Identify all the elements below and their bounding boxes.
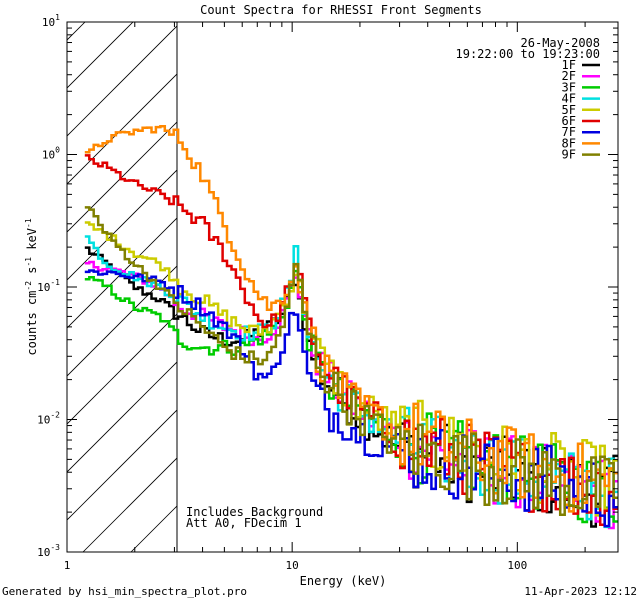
y-tick-exponent: 0 — [55, 146, 60, 155]
y-label-part3: keV — [25, 228, 39, 257]
y-tick-label: 10-2 — [37, 411, 60, 427]
legend-label-1f: 1F — [562, 58, 576, 72]
date-label: 26-May-2008 — [521, 36, 600, 50]
y-label-sup1: -2 — [24, 281, 33, 291]
y-tick-base: 10 — [42, 149, 55, 162]
hatch-line — [67, 313, 177, 425]
legend-label-2f: 2F — [562, 69, 576, 83]
x-tick-label: 100 — [507, 559, 527, 572]
y-label-sup3: -1 — [24, 218, 33, 228]
legend-label-6f: 6F — [562, 114, 576, 128]
legend-label-7f: 7F — [562, 125, 576, 139]
hatch-line — [67, 22, 134, 89]
x-axis-label: Energy (keV) — [300, 574, 387, 588]
hatch-line — [67, 217, 177, 329]
footer-generator: Generated by hsi_min_spectra_plot.pro — [2, 585, 247, 598]
hatch-line — [82, 457, 177, 552]
chart-title: Count Spectra for RHESSI Front Segments — [200, 3, 482, 17]
hatch-line — [67, 361, 177, 473]
hatch-line — [67, 25, 177, 137]
y-tick-exponent: 1 — [55, 13, 60, 22]
y-tick-label: 101 — [42, 13, 60, 29]
y-tick-label: 10-3 — [37, 543, 60, 559]
footer-timestamp: 11-Apr-2023 12:12 — [524, 585, 637, 598]
hatch-line — [67, 265, 177, 377]
y-tick-label: 10-1 — [37, 278, 60, 294]
y-tick-exponent: -2 — [50, 411, 60, 420]
background-note: Includes Background — [186, 505, 323, 519]
y-tick-exponent: -3 — [50, 543, 60, 552]
y-tick-base: 10 — [42, 16, 55, 29]
hatch-line — [67, 409, 177, 521]
y-axis-label: counts cm-2 s-1 keV-1 — [24, 218, 39, 355]
hatch-line — [67, 169, 177, 281]
series-line-9f — [84, 206, 618, 516]
legend-label-5f: 5F — [562, 103, 576, 117]
series-line-8f — [84, 125, 618, 513]
x-tick-label: 10 — [286, 559, 299, 572]
y-tick-label: 100 — [42, 146, 60, 162]
y-tick-base: 10 — [37, 281, 50, 294]
y-tick-exponent: -1 — [50, 278, 60, 287]
excluded-region-hatch — [67, 22, 177, 552]
attenuator-note: Att A0, FDecim 1 — [186, 516, 302, 530]
x-tick-label: 1 — [64, 559, 71, 572]
hatch-line — [67, 73, 177, 185]
legend-label-3f: 3F — [562, 80, 576, 94]
legend-label-9f: 9F — [562, 148, 576, 162]
x-axis: 1 10 100 — [64, 22, 586, 572]
y-label-part2: s — [25, 267, 39, 281]
y-label-part1: counts cm — [25, 291, 39, 356]
y-tick-base: 10 — [37, 414, 50, 427]
hatch-line — [67, 22, 86, 41]
legend-label-4f: 4F — [562, 92, 576, 106]
series-layer — [84, 125, 618, 530]
time-range-label: 19:22:00 to 19:23:00 — [456, 47, 601, 61]
y-label-sup2: -1 — [24, 257, 33, 267]
legend-label-8f: 8F — [562, 136, 576, 150]
y-tick-base: 10 — [37, 546, 50, 559]
